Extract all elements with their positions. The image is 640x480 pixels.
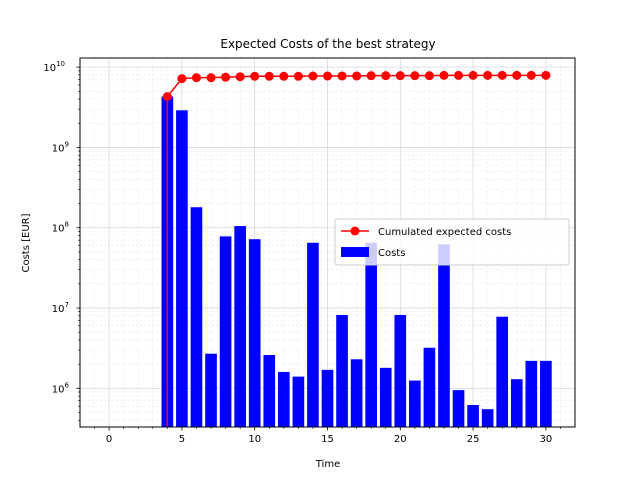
cost-bar (307, 242, 319, 427)
cumulated-point (395, 71, 405, 81)
cumulated-point (497, 70, 507, 80)
cumulated-point (366, 71, 376, 81)
cost-bar (350, 359, 363, 427)
cumulated-point (235, 72, 245, 82)
cost-bar (467, 405, 479, 427)
cumulated-point (308, 71, 318, 81)
x-tick-label: 5 (179, 434, 185, 445)
cumulated-point (468, 70, 478, 80)
cumulated-point (177, 74, 187, 84)
x-tick-label: 20 (394, 434, 407, 445)
cost-bar (176, 110, 188, 427)
cumulated-point (337, 71, 347, 81)
cost-bar (365, 242, 377, 427)
cost-bar (234, 226, 246, 427)
cost-bar (263, 355, 276, 427)
y-tick-label: 107 (52, 301, 69, 315)
cost-bar (510, 379, 523, 427)
cumulated-point (424, 71, 434, 81)
cumulated-point (279, 71, 289, 81)
legend-label-costs: Costs (378, 248, 405, 259)
y-tick-label: 109 (52, 140, 69, 154)
cost-bar (481, 409, 494, 427)
x-tick-label: 10 (248, 434, 261, 445)
cumulated-point (221, 72, 231, 82)
cumulated-point (541, 70, 551, 80)
cumulated-point (250, 71, 260, 81)
cost-bar (496, 316, 509, 427)
cost-bar (336, 314, 348, 427)
cost-bar (379, 367, 392, 427)
cumulated-point (483, 70, 493, 80)
cost-bar (409, 380, 421, 427)
y-tick-label: 106 (52, 381, 70, 395)
cost-bar (248, 239, 261, 427)
legend-line-marker (350, 226, 360, 236)
x-tick-label: 25 (467, 434, 480, 445)
cumulated-point (264, 71, 274, 81)
cumulated-point (206, 73, 216, 83)
cost-bar (321, 369, 334, 427)
x-tick-label: 0 (106, 434, 112, 445)
cumulated-point (323, 71, 332, 81)
cost-bar (292, 376, 305, 427)
cost-bar (278, 371, 290, 427)
cumulated-point (352, 71, 362, 81)
cumulated-point (162, 92, 172, 102)
cumulated-point (454, 70, 464, 80)
cost-bar (452, 390, 465, 427)
cost-bar (190, 207, 203, 427)
cost-bar (438, 244, 450, 427)
cumulated-point (512, 70, 522, 80)
cost-bar (205, 353, 217, 427)
x-tick-label: 30 (540, 434, 553, 445)
cumulated-line (162, 70, 551, 427)
axes-ticks: 0 5 10 15 20 25 30 106 107 108 109 1010 (43, 60, 561, 445)
cumulated-point (293, 71, 303, 81)
chart-title: Expected Costs of the best strategy (220, 37, 435, 51)
cumulated-point (381, 71, 391, 81)
legend-box (334, 218, 570, 266)
legend: Cumulated expected costs Costs (334, 218, 570, 266)
y-axis-label: Costs [EUR] (21, 213, 32, 272)
cost-bar (423, 347, 436, 427)
cost-bar (525, 360, 538, 427)
cumulated-point (439, 70, 449, 80)
cost-bar (394, 314, 407, 427)
cost-bar (219, 236, 232, 427)
x-axis-label: Time (315, 459, 340, 470)
cumulated-point (410, 71, 420, 81)
cumulated-point (526, 70, 536, 80)
cumulated-point (191, 73, 201, 83)
legend-bar-swatch (341, 247, 369, 257)
y-tick-label: 1010 (43, 60, 65, 74)
x-tick-label: 15 (321, 434, 334, 445)
y-tick-label: 108 (52, 221, 69, 235)
cost-bar (540, 360, 552, 427)
legend-label-cumulated: Cumulated expected costs (378, 227, 511, 238)
